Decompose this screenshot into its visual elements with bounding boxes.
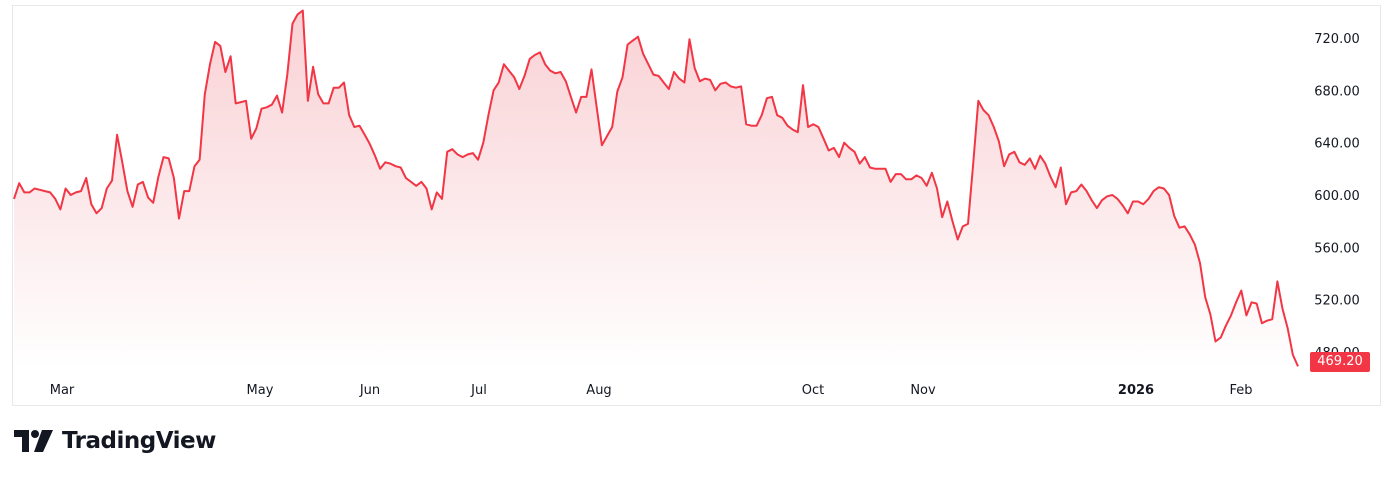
price-line-layer <box>13 9 1299 367</box>
x-tick-label: Nov <box>910 383 936 398</box>
x-tick-label: Feb <box>1229 383 1252 398</box>
x-tick-label: Aug <box>586 383 611 398</box>
tradingview-logo-icon <box>14 430 53 452</box>
brand-name: TradingView <box>62 428 216 454</box>
y-tick-label: 680.00 <box>1314 84 1360 99</box>
last-price-badge: 469.20 <box>1310 352 1370 372</box>
y-tick-label: 520.00 <box>1314 294 1360 309</box>
price-chart[interactable]: 720.00680.00640.00600.00560.00520.00480.… <box>0 0 1394 410</box>
y-axis: 720.00680.00640.00600.00560.00520.00480.… <box>1314 32 1360 361</box>
chart-frame <box>12 5 1381 406</box>
x-tick-label: 2026 <box>1118 383 1154 398</box>
y-tick-label: 600.00 <box>1314 189 1360 204</box>
area-fill-layer <box>14 10 1298 368</box>
y-tick-label: 560.00 <box>1314 241 1360 256</box>
y-tick-label: 640.00 <box>1314 137 1360 152</box>
area-fill <box>14 10 1298 368</box>
x-tick-label: Jun <box>359 383 380 398</box>
price-line <box>13 9 1299 367</box>
x-tick-label: Oct <box>802 383 824 398</box>
brand-footer[interactable]: TradingView <box>14 428 216 454</box>
y-tick-label: 720.00 <box>1314 32 1360 47</box>
x-tick-label: Jul <box>470 383 487 398</box>
x-tick-label: May <box>247 383 274 398</box>
x-tick-label: Mar <box>50 383 75 398</box>
x-axis: Mar May Jun Jul Aug Oct Nov 2026 Feb <box>50 383 1253 398</box>
